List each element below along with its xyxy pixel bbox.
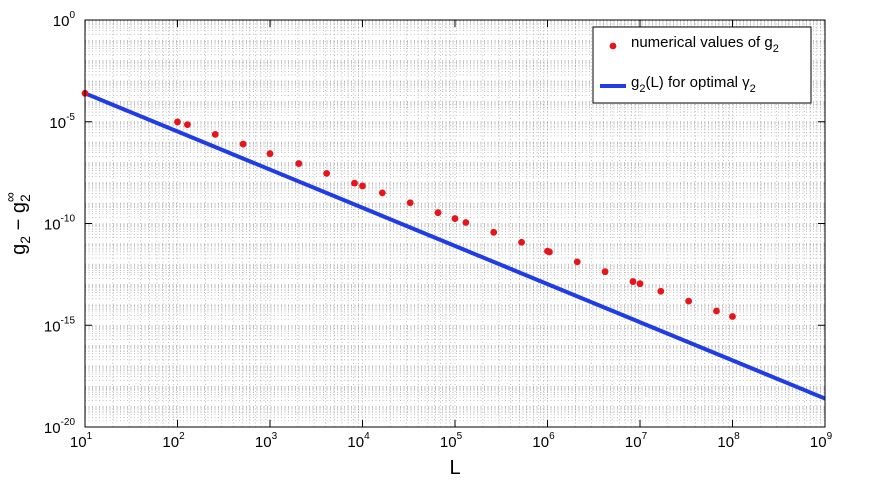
data-point-numerical (451, 215, 459, 222)
data-point-numerical (351, 179, 358, 187)
data-point-numerical (174, 118, 181, 126)
y-axis-label: g2 − g2∞ (2, 192, 33, 255)
plot-frame (84, 19, 826, 428)
y-tick-label: 10-15 (44, 315, 76, 335)
data-point-numerical (729, 313, 736, 320)
y-tick-label: 100 (53, 10, 76, 30)
data-point-numerical (184, 121, 191, 129)
x-tick-labels: 101 102 103 104 105 106 107 108 109 (70, 431, 833, 451)
y-label-g2: g (8, 202, 30, 213)
x-tick-label: 107 (625, 431, 648, 451)
y-tick-label: 10-10 (44, 214, 76, 234)
data-point-numerical (434, 209, 442, 217)
data-point-numerical (239, 140, 247, 148)
legend: numerical values of g2 g2(L) for optimal… (592, 26, 812, 104)
y-label-g: g (8, 244, 30, 255)
x-tick-label: 101 (70, 431, 93, 451)
x-tick-label: 109 (810, 431, 833, 451)
series-marker-layer (81, 89, 736, 320)
legend-label-optimal: g2(L) for optimal γ2 (631, 74, 756, 95)
y-tick-label: 10-20 (44, 417, 76, 437)
data-point-numerical (462, 219, 470, 226)
data-point-numerical (359, 182, 366, 190)
x-tick-label: 103 (255, 431, 278, 451)
x-tick-label: 105 (440, 431, 463, 451)
x-tick-label: 102 (162, 431, 185, 451)
x-axis-label: L (449, 457, 460, 479)
legend-label-numerical: numerical values of g2 (631, 34, 779, 55)
data-point-numerical (266, 150, 274, 158)
data-point-numerical (406, 199, 414, 207)
data-point-numerical (629, 278, 637, 285)
data-point-numerical (685, 297, 693, 305)
series-line-layer (84, 91, 826, 401)
legend-box (592, 26, 812, 104)
y-label-sup2: ∞ (2, 192, 18, 202)
data-point-numerical (573, 258, 581, 266)
y-label-sub2: 2 (17, 194, 33, 202)
data-point-numerical (378, 189, 386, 197)
y-label-sub: 2 (17, 236, 33, 244)
y-tick-label: 10-5 (49, 112, 75, 132)
y-label-minus: − (8, 213, 30, 236)
svg-text:g2 − g2∞: g2 − g2∞ (2, 192, 33, 255)
data-point-numerical (323, 169, 331, 177)
series-line-optimal (84, 91, 826, 401)
x-tick-label: 106 (532, 431, 555, 451)
data-point-numerical (295, 160, 303, 167)
data-point-numerical (490, 228, 498, 236)
data-point-numerical (657, 287, 665, 295)
legend-marker-numerical (609, 42, 617, 50)
data-point-numerical (636, 280, 644, 288)
x-tick-label: 104 (347, 431, 370, 451)
data-point-numerical (713, 307, 720, 315)
data-point-numerical (546, 248, 553, 256)
data-point-numerical (601, 268, 609, 276)
x-tick-label: 108 (717, 431, 740, 451)
data-point-numerical (211, 130, 219, 138)
data-point-numerical (518, 238, 525, 246)
y-tick-labels: 100 10-5 10-10 10-15 10-20 (44, 10, 76, 437)
